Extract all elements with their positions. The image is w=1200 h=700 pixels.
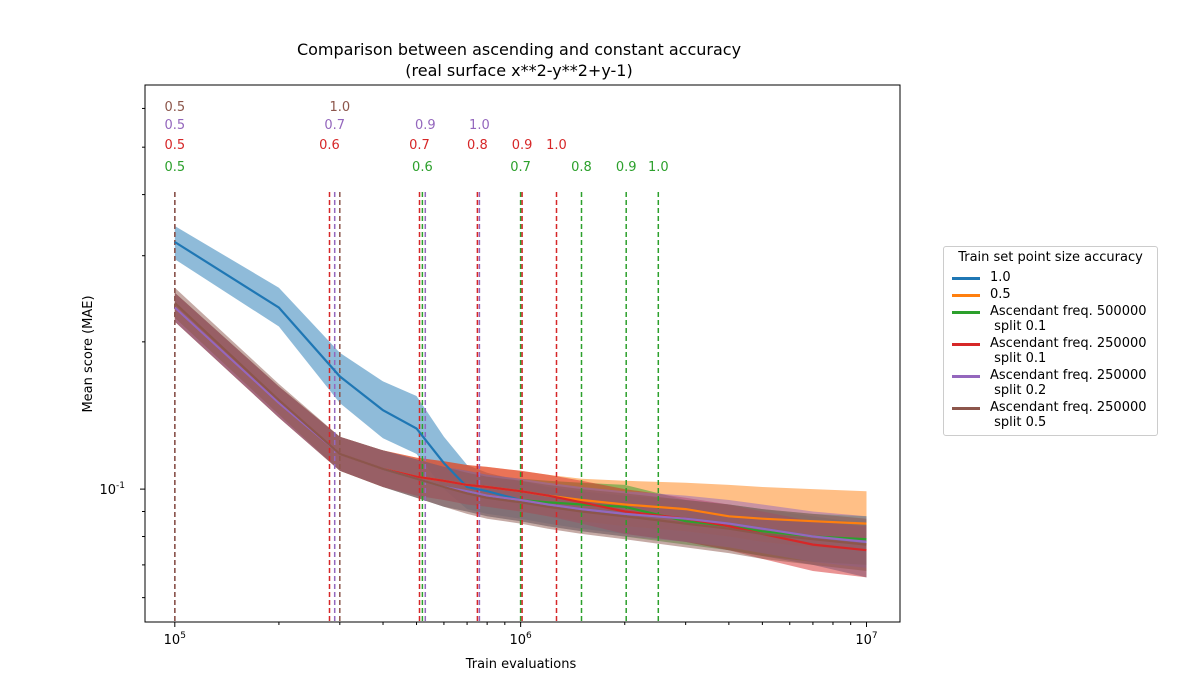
band-series-4 bbox=[174, 292, 867, 568]
legend-label: 0.5 bbox=[990, 287, 1011, 302]
legend-label: Ascendant freq. 250000 split 0.1 bbox=[990, 336, 1147, 366]
marker-label-3-0: 0.5 bbox=[164, 100, 185, 115]
chart-subtitle: (real surface x**2-y**2+y-1) bbox=[405, 61, 632, 80]
legend-swatch bbox=[952, 311, 980, 314]
x-axis-label: Train evaluations bbox=[465, 657, 577, 672]
marker-label-1-2: 0.7 bbox=[409, 138, 430, 153]
legend-swatch bbox=[952, 294, 980, 297]
legend-item-0-5: 0.5 bbox=[944, 286, 1157, 303]
marker-label-1-4: 0.9 bbox=[512, 138, 533, 153]
x-tick-label-exponent: 6 bbox=[526, 631, 532, 641]
series-lines bbox=[174, 241, 867, 552]
marker-label-1-5: 1.0 bbox=[546, 138, 567, 153]
x-tick-label-2: 107 bbox=[855, 631, 877, 648]
legend-label: Ascendant freq. 250000 split 0.5 bbox=[990, 400, 1147, 430]
x-tick-label-exponent: 7 bbox=[872, 631, 878, 641]
legend-item-1-0: 1.0 bbox=[944, 269, 1157, 286]
marker-label-3-1: 1.0 bbox=[329, 100, 350, 115]
marker-label-0-4: 0.9 bbox=[616, 160, 637, 175]
legend-swatch bbox=[952, 343, 980, 346]
y-tick-label-exponent: -1 bbox=[116, 481, 125, 491]
plot-frame bbox=[144, 84, 901, 623]
marker-label-0-0: 0.5 bbox=[164, 160, 185, 175]
x-tick-label-0: 105 bbox=[164, 631, 186, 648]
legend-label: 1.0 bbox=[990, 270, 1011, 285]
x-tick-label-exponent: 5 bbox=[180, 631, 186, 641]
legend-item-asc-250000-0-2: Ascendant freq. 250000 split 0.2 bbox=[944, 367, 1157, 399]
marker-label-2-3: 1.0 bbox=[469, 118, 490, 133]
marker-label-0-2: 0.7 bbox=[510, 160, 531, 175]
marker-label-1-3: 0.8 bbox=[467, 138, 488, 153]
marker-label-2-0: 0.5 bbox=[164, 118, 185, 133]
legend-label: Ascendant freq. 250000 split 0.2 bbox=[990, 368, 1147, 398]
band-series-1 bbox=[174, 292, 867, 551]
legend-item-asc-250000-0-5: Ascendant freq. 250000 split 0.5 bbox=[944, 399, 1157, 431]
legend-item-asc-500000-0-1: Ascendant freq. 500000 split 0.1 bbox=[944, 303, 1157, 335]
legend-label: Ascendant freq. 500000 split 0.1 bbox=[990, 304, 1147, 334]
legend-title: Train set point size accuracy bbox=[958, 250, 1143, 265]
legend-item-asc-250000-0-1: Ascendant freq. 250000 split 0.1 bbox=[944, 335, 1157, 367]
x-tick-label-1: 106 bbox=[510, 631, 533, 648]
marker-label-1-1: 0.6 bbox=[319, 138, 340, 153]
marker-label-0-1: 0.6 bbox=[412, 160, 433, 175]
marker-label-2-1: 0.7 bbox=[324, 118, 345, 133]
y-axis-label: Mean score (MAE) bbox=[81, 295, 96, 412]
chart-title: Comparison between ascending and constan… bbox=[297, 40, 741, 59]
plot-area: 0.5 0.6 0.7 0.8 0.9 1.0 0.5 0.6 0.7 0.8 0.9 1.0 0.5 0… bbox=[99, 84, 901, 648]
line-series-5 bbox=[174, 302, 867, 546]
legend-swatch bbox=[952, 277, 980, 280]
marker-label-0-3: 0.8 bbox=[571, 160, 592, 175]
legend: Train set point size accuracy 1.0 0.5 As… bbox=[943, 246, 1158, 436]
marker-label-0-5: 1.0 bbox=[648, 160, 669, 175]
legend-swatch bbox=[952, 375, 980, 378]
legend-swatch bbox=[952, 407, 980, 410]
y-tick-label-0: 10-1 bbox=[99, 481, 125, 498]
marker-label-2-2: 0.9 bbox=[415, 118, 436, 133]
marker-label-1-0: 0.5 bbox=[164, 138, 185, 153]
